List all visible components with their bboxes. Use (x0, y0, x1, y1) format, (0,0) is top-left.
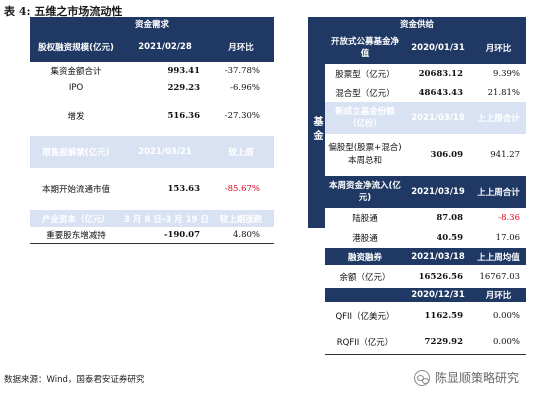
table-row-value: 87.08 (436, 213, 463, 223)
equity-financing-date: 2021/02/28 (122, 31, 208, 62)
fund-side-label: 基金 (308, 31, 325, 228)
unlock-header: 限售股解禁(亿元) (30, 136, 122, 168)
northbound-compare-header: 上上周合计 (471, 176, 527, 208)
new-fund-header: 新成立基金份额（亿份） (325, 102, 405, 134)
industrial-capital-change-header: 较上期涨跌 (208, 210, 274, 227)
table-row-change: -6.96% (230, 82, 260, 93)
wechat-icon (414, 369, 430, 386)
table-row-value: 229.23 (167, 82, 200, 93)
table-row-value: 516.36 (167, 111, 200, 121)
margin-avg-header: 上上周均值 (471, 248, 527, 265)
industrial-capital-header: 产业资本（亿元） (30, 210, 122, 227)
table-row-label: 陆股通 (352, 214, 378, 224)
table-row-change: 21.81% (487, 87, 521, 98)
table-row-label: 偏股型(股票+混合)本周总和 (328, 143, 402, 166)
table-row-value: 1162.59 (424, 311, 463, 321)
open-fund-change-header: 月环比 (471, 31, 527, 64)
table-row-value: 48643.43 (418, 87, 463, 98)
margin-date: 2021/03/18 (405, 248, 471, 265)
table-row-change: -37.78% (224, 65, 260, 76)
table-row-value: 20683.12 (418, 68, 463, 79)
table-row-value: 16526.56 (418, 271, 463, 282)
table-row-change: 0.00% (493, 311, 521, 321)
open-fund-date: 2020/01/31 (405, 31, 471, 64)
table-row-label: 混合型（亿元） (335, 88, 395, 99)
table-row-compare: 17.06 (495, 233, 521, 243)
table-row-label: 集资金额合计 (50, 66, 102, 77)
table-row-label: 港股通 (352, 234, 378, 244)
table-row-label: RQFII（亿元） (325, 330, 405, 355)
qfii-header (325, 288, 405, 302)
new-fund-compare-header: 上上周合计 (471, 102, 527, 134)
unlock-date: 2021/03/21 (122, 136, 208, 168)
table-row-label: QFII（亿美元） (335, 312, 395, 322)
table-row-value: 306.09 (430, 150, 463, 160)
table-row-change: 0.00% (471, 330, 527, 355)
table-row-value: 40.59 (436, 233, 463, 243)
supply-table: 资金供给 基金 开放式公募基金净值 2020/01/31 月环比 股票型（亿元）… (308, 17, 527, 355)
data-source-note: 数据来源：Wind，国泰君安证券研究 (4, 375, 145, 385)
industrial-capital-period: 3 月 8 日-3 月 19 日 (122, 210, 208, 227)
open-fund-header: 开放式公募基金净值 (325, 31, 405, 64)
table-row-label: 余额（亿元） (339, 272, 391, 283)
table-row-label: 重要股东增减持 (30, 227, 122, 244)
northbound-date: 2021/03/19 (405, 176, 471, 208)
table-row-change: -27.30% (224, 111, 260, 121)
demand-title: 资金需求 (30, 17, 274, 31)
table-row-value: 153.63 (167, 184, 200, 194)
table-row-value: -190.07 (122, 227, 208, 244)
table-row-compare: -8.36 (498, 213, 521, 223)
watermark-text: 陈显顺策略研究 (435, 371, 520, 385)
table-row-label: IPO (68, 82, 84, 93)
supply-title: 资金供给 (308, 17, 527, 31)
table-row-compare: 941.27 (490, 150, 521, 160)
table-row-avg: 16767.03 (479, 271, 521, 282)
qfii-change-header: 月环比 (471, 288, 527, 302)
equity-financing-header: 股权融资规模(亿元) (30, 31, 122, 62)
northbound-header: 本周资金净流入(亿元) (325, 176, 405, 208)
new-fund-date: 2021/03/18 (405, 102, 471, 134)
table-row-label: 增发 (67, 112, 85, 122)
table-row-value: 993.41 (167, 65, 200, 76)
equity-financing-change-header: 月环比 (208, 31, 274, 62)
demand-table: 资金需求 股权融资规模(亿元) 2021/02/28 月环比 集资金额合计 99… (30, 17, 274, 244)
table-caption: 表 4: 五维之市场流动性 (4, 5, 123, 18)
unlock-change-header: 较上周 (208, 136, 274, 168)
qfii-date: 2020/12/31 (405, 288, 471, 302)
table-row-value: 7229.92 (405, 330, 471, 355)
margin-header: 融资融券 (325, 248, 405, 265)
table-row-label: 股票型（亿元） (335, 69, 395, 80)
table-row-change: 4.80% (208, 227, 274, 244)
table-row-label: 本期开始流通市值 (41, 185, 110, 195)
table-row-change: 9.39% (493, 68, 521, 79)
watermark: 陈显顺策略研究 (414, 369, 519, 386)
table-row-change: -85.67% (224, 184, 260, 194)
